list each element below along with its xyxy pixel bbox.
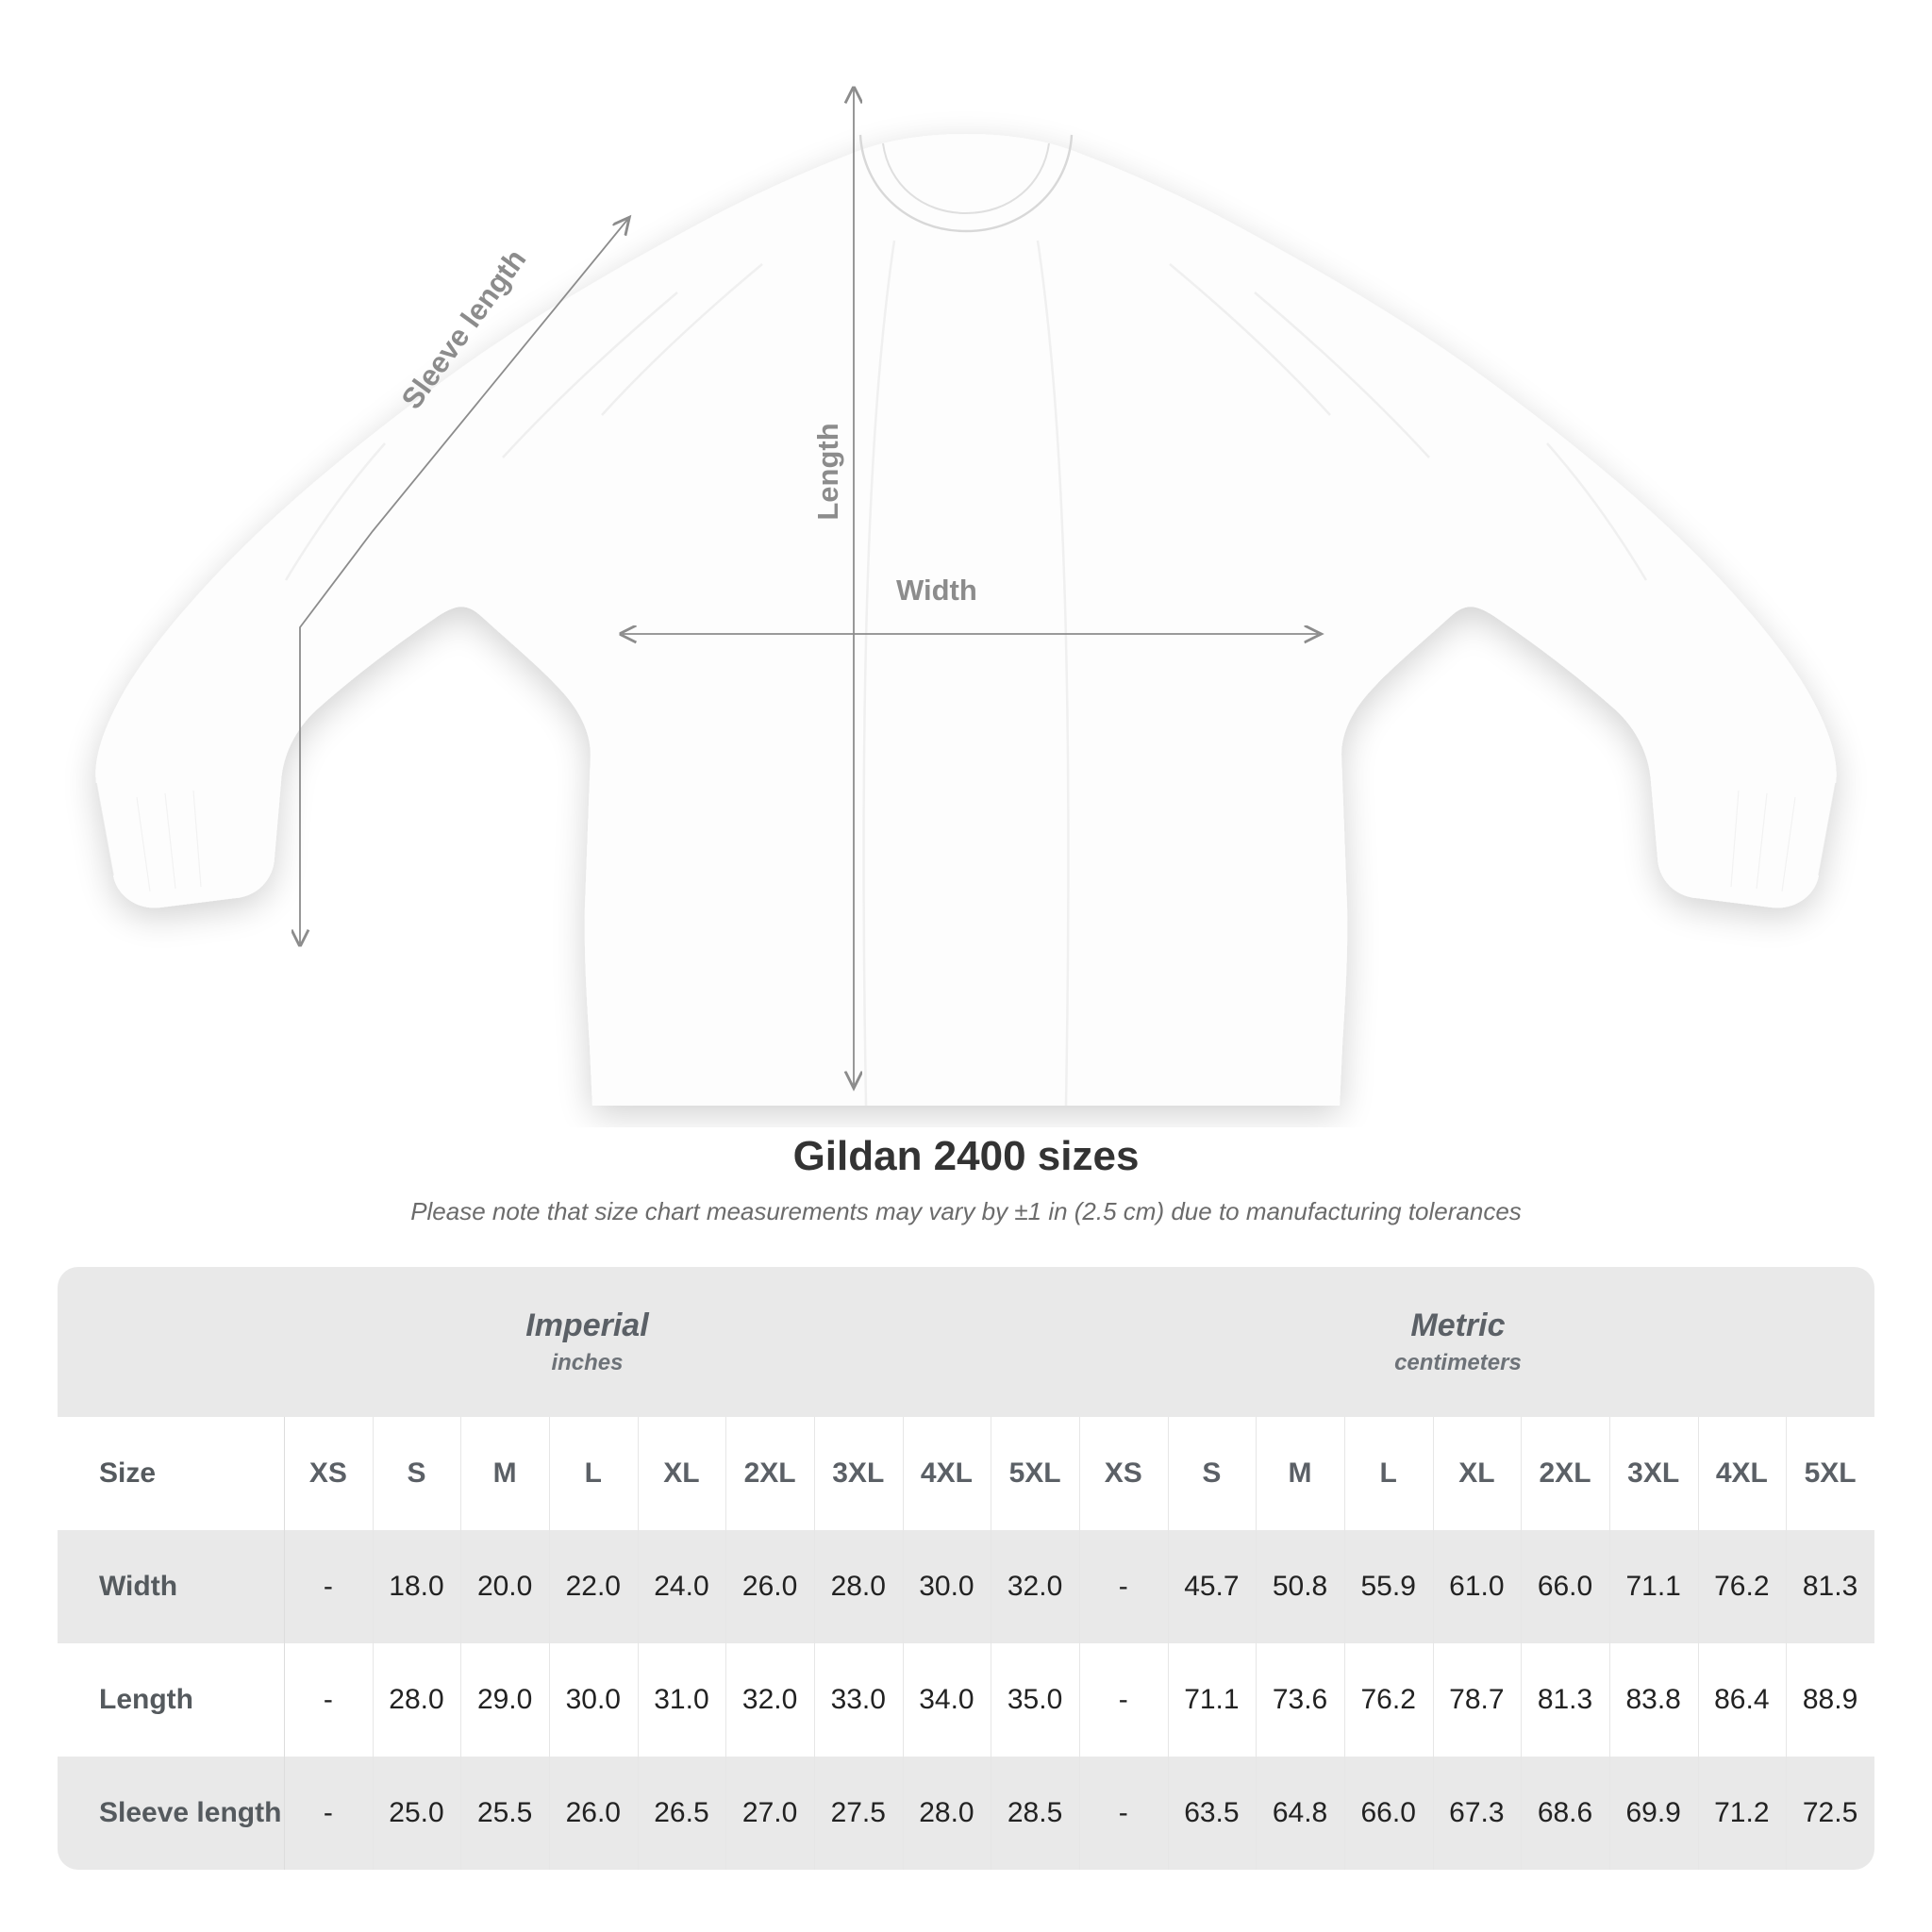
svg-text:Length: Length (811, 423, 844, 520)
svg-text:Width: Width (896, 574, 977, 607)
